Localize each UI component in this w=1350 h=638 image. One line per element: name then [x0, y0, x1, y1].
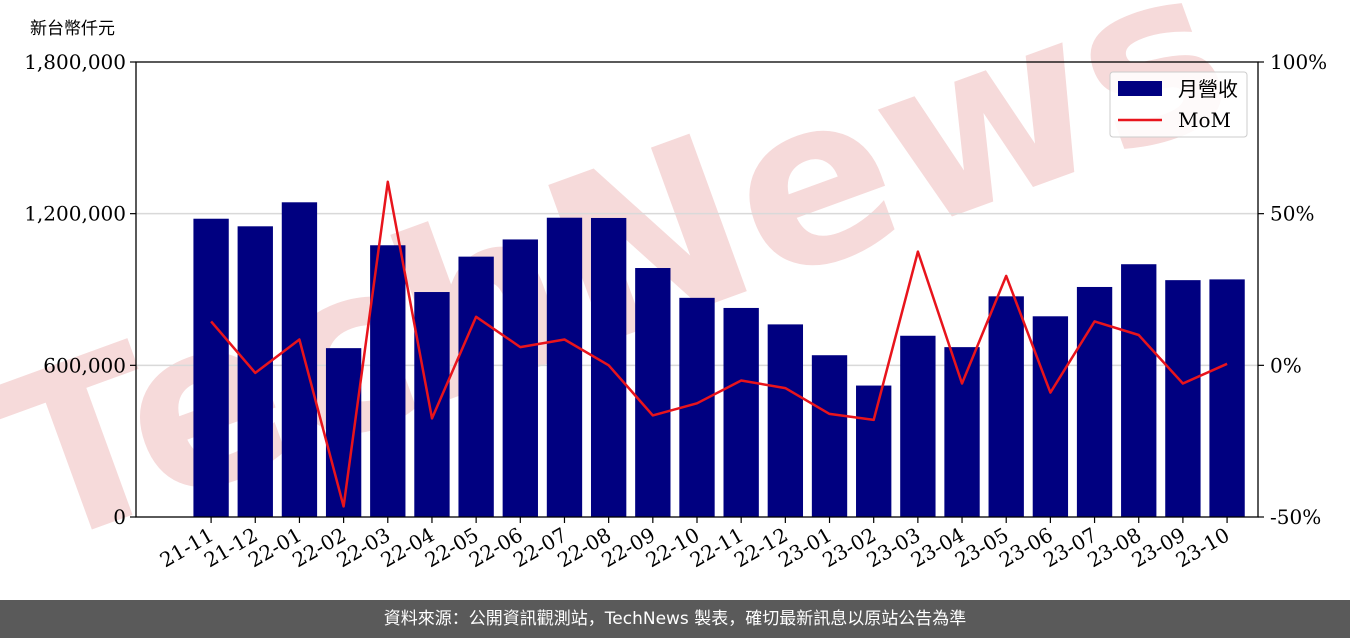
- revenue-bar: [1165, 280, 1201, 517]
- y-left-tick-label: 0: [113, 505, 126, 529]
- y-left-tick-label: 1,800,000: [24, 50, 126, 74]
- revenue-bar: [635, 268, 671, 517]
- revenue-bar: [900, 335, 936, 517]
- legend-swatch-revenue: [1118, 81, 1162, 96]
- revenue-bar: [944, 347, 980, 517]
- revenue-bar: [988, 296, 1024, 517]
- revenue-bar: [767, 324, 804, 517]
- y-left-tick-label: 1,200,000: [24, 202, 126, 226]
- revenue-bar: [590, 217, 627, 518]
- revenue-bar: [325, 348, 362, 517]
- y-right-tick-label: -50%: [1270, 505, 1321, 529]
- revenue-bar: [546, 217, 583, 517]
- revenue-bar: [856, 385, 892, 517]
- revenue-bar: [193, 218, 229, 517]
- y-right-tick-label: 0%: [1270, 353, 1302, 377]
- y-right-tick-label: 100%: [1270, 50, 1327, 74]
- y-axis-unit-label: 新台幣仟元: [30, 19, 115, 39]
- bar-series: [193, 202, 1245, 518]
- revenue-bar: [811, 355, 848, 517]
- revenue-chart: TechNews 0 600,000 1,200,000 1,800,000 -50% 0…: [0, 0, 1327, 600]
- revenue-bar: [1032, 316, 1069, 517]
- revenue-bar: [370, 245, 406, 517]
- revenue-bar: [414, 292, 450, 517]
- revenue-bar: [458, 256, 494, 517]
- legend-label-revenue: 月營收: [1178, 77, 1238, 101]
- revenue-bar: [723, 307, 759, 517]
- legend: 月營收 MoM: [1109, 71, 1248, 138]
- source-footer: 資料來源：公開資訊觀測站，TechNews 製表，確切最新訊息以原站公告為準: [0, 600, 1350, 638]
- revenue-bar: [1121, 264, 1157, 517]
- technews-watermark: TechNews: [0, 0, 1260, 600]
- y-left-tick-label: 600,000: [43, 353, 126, 377]
- mom-line: [210, 180, 1228, 508]
- y-right-tick-label: 50%: [1270, 202, 1314, 226]
- mom-line-series: [210, 180, 1228, 508]
- legend-label-mom: MoM: [1178, 108, 1231, 132]
- revenue-bar: [281, 202, 318, 517]
- revenue-bar: [1209, 279, 1245, 517]
- revenue-bar: [502, 239, 538, 517]
